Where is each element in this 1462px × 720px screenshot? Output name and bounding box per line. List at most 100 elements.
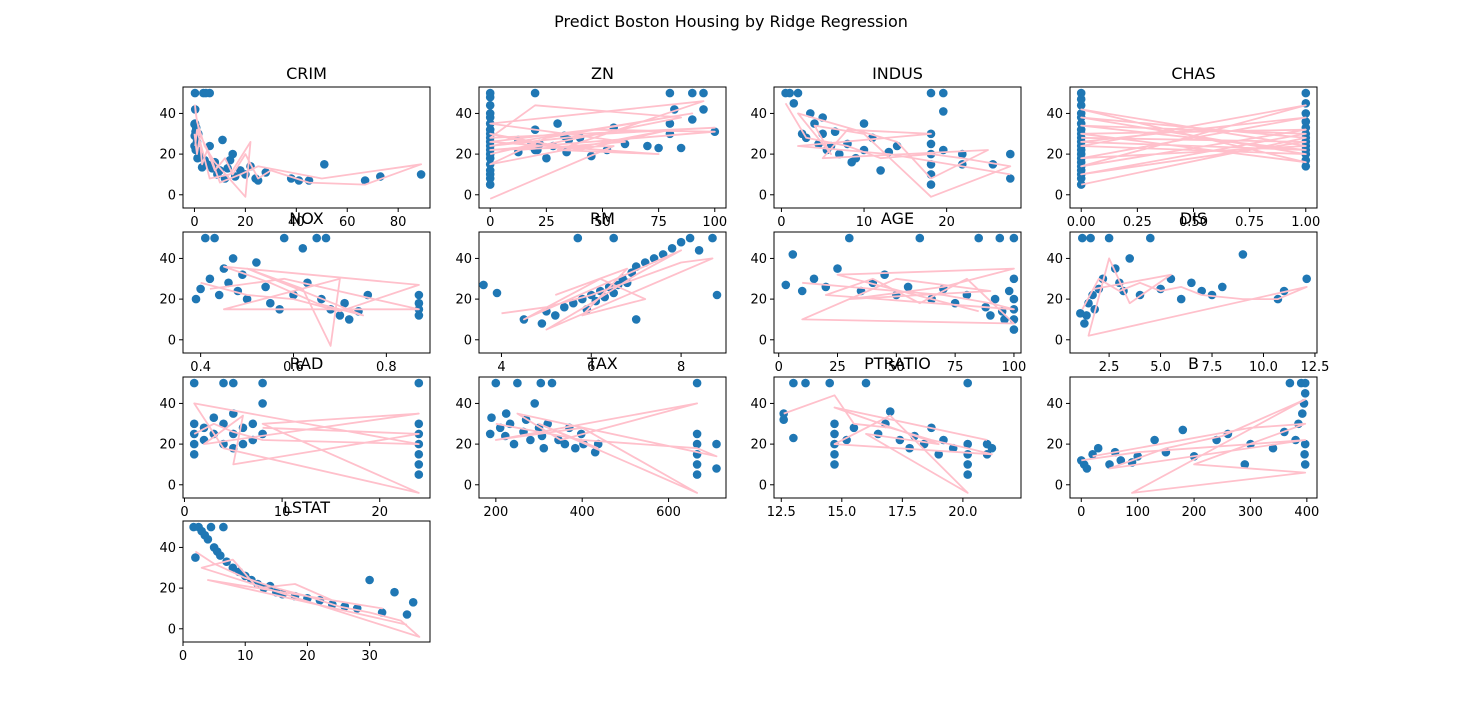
data-point: [321, 233, 331, 243]
data-point: [414, 311, 424, 320]
data-point: [536, 378, 546, 388]
data-point: [861, 378, 871, 388]
subplot-rm: RM 4 6 8 0 20 40: [455, 209, 727, 375]
x-tick-label: 100: [1125, 505, 1150, 520]
data-point: [986, 311, 995, 320]
y-tick-label: 40: [1046, 107, 1063, 122]
data-point: [209, 413, 219, 423]
subplot-indus: INDUS 0 10 20 0 20 40: [750, 64, 1022, 230]
y-tick-label: 40: [1046, 397, 1063, 412]
data-point: [712, 464, 721, 473]
subplot-b: B 0 100 200 300 400 0 20 40: [1046, 354, 1319, 520]
prediction-line: [489, 100, 716, 200]
data-point: [665, 88, 675, 98]
data-point: [560, 302, 569, 312]
data-point: [1009, 325, 1019, 334]
data-point: [340, 298, 349, 308]
prediction-line: [194, 550, 421, 638]
data-point: [1080, 319, 1089, 328]
data-point: [1116, 456, 1126, 465]
data-point: [218, 135, 227, 145]
prediction-line: [501, 249, 714, 331]
data-point: [830, 419, 839, 429]
x-tick-label: 0.25: [1123, 215, 1152, 230]
data-point: [365, 575, 374, 585]
y-tick-label: 0: [168, 622, 176, 637]
data-point: [1009, 274, 1019, 284]
data-point: [631, 315, 641, 324]
x-tick-label: 12.5: [1300, 360, 1329, 375]
y-tick-label: 20: [750, 148, 767, 163]
x-tick-label: 0.4: [190, 360, 211, 375]
data-point: [974, 233, 983, 243]
data-point: [1078, 233, 1087, 243]
y-tick-label: 20: [1046, 148, 1063, 163]
x-tick-label: 0: [777, 215, 785, 230]
data-point: [1076, 101, 1086, 110]
x-tick-label: 0: [486, 215, 494, 230]
data-point: [414, 460, 424, 469]
subplot-dis: DIS 2.5 5.0 7.5 10.0 12.5 0 20 40: [1046, 209, 1329, 375]
data-point: [1146, 233, 1155, 243]
data-point: [551, 311, 560, 320]
subplot-title: INDUS: [872, 64, 923, 83]
data-point: [830, 429, 839, 439]
data-point: [335, 311, 345, 320]
data-point: [692, 429, 702, 439]
y-tick-label: 0: [168, 188, 176, 203]
y-tick-label: 20: [750, 293, 767, 308]
subplot-ptratio: PTRATIO 12.5 15.0 17.5 20.0 0 20 40: [750, 354, 1022, 520]
data-point: [414, 470, 424, 479]
subplot-zn: ZN 0 25 50 75 100 0 20 40: [455, 64, 727, 230]
data-point: [190, 88, 200, 98]
data-point: [279, 233, 289, 243]
data-point: [1268, 443, 1278, 453]
data-point: [1240, 460, 1250, 469]
data-point: [809, 274, 819, 284]
x-tick-label: 5.0: [1150, 360, 1171, 375]
x-tick-label: 20: [299, 649, 316, 664]
data-point: [712, 290, 722, 300]
axes-frame: [182, 376, 431, 499]
data-point: [1104, 233, 1114, 243]
data-point: [266, 298, 275, 308]
y-tick-label: 0: [759, 188, 767, 203]
data-point: [963, 460, 972, 469]
data-point: [692, 439, 702, 449]
x-tick-label: 200: [483, 505, 508, 520]
data-point: [485, 109, 495, 118]
y-tick-label: 40: [159, 107, 176, 122]
data-point: [205, 274, 215, 284]
y-tick-label: 20: [159, 438, 176, 453]
data-point: [1076, 88, 1086, 98]
y-tick-label: 0: [759, 478, 767, 493]
data-point: [1009, 233, 1019, 243]
data-point: [201, 233, 210, 243]
x-tick-label: 0.50: [1179, 215, 1208, 230]
data-point: [189, 419, 199, 429]
data-point: [779, 409, 788, 418]
x-tick-label: 25: [829, 360, 846, 375]
subplot-title: PTRATIO: [864, 354, 931, 373]
data-point: [491, 378, 501, 388]
prediction-line: [1081, 257, 1308, 337]
data-point: [191, 553, 200, 562]
y-tick-label: 20: [159, 582, 176, 597]
data-point: [571, 443, 580, 453]
data-point: [189, 378, 199, 388]
data-point: [1125, 254, 1134, 263]
data-point: [833, 264, 842, 273]
y-tick-label: 20: [1046, 438, 1063, 453]
data-point: [781, 280, 791, 290]
x-tick-label: 7.5: [1202, 360, 1223, 375]
x-tick-label: 20: [938, 215, 955, 230]
y-tick-label: 0: [759, 333, 767, 348]
y-tick-label: 40: [750, 252, 767, 267]
data-point: [189, 439, 199, 449]
data-point: [526, 435, 535, 445]
data-point: [203, 535, 213, 544]
data-point: [539, 443, 549, 453]
axes-frame: [1069, 231, 1318, 354]
y-tick-label: 40: [750, 107, 767, 122]
subplot-title: LSTAT: [283, 498, 330, 517]
